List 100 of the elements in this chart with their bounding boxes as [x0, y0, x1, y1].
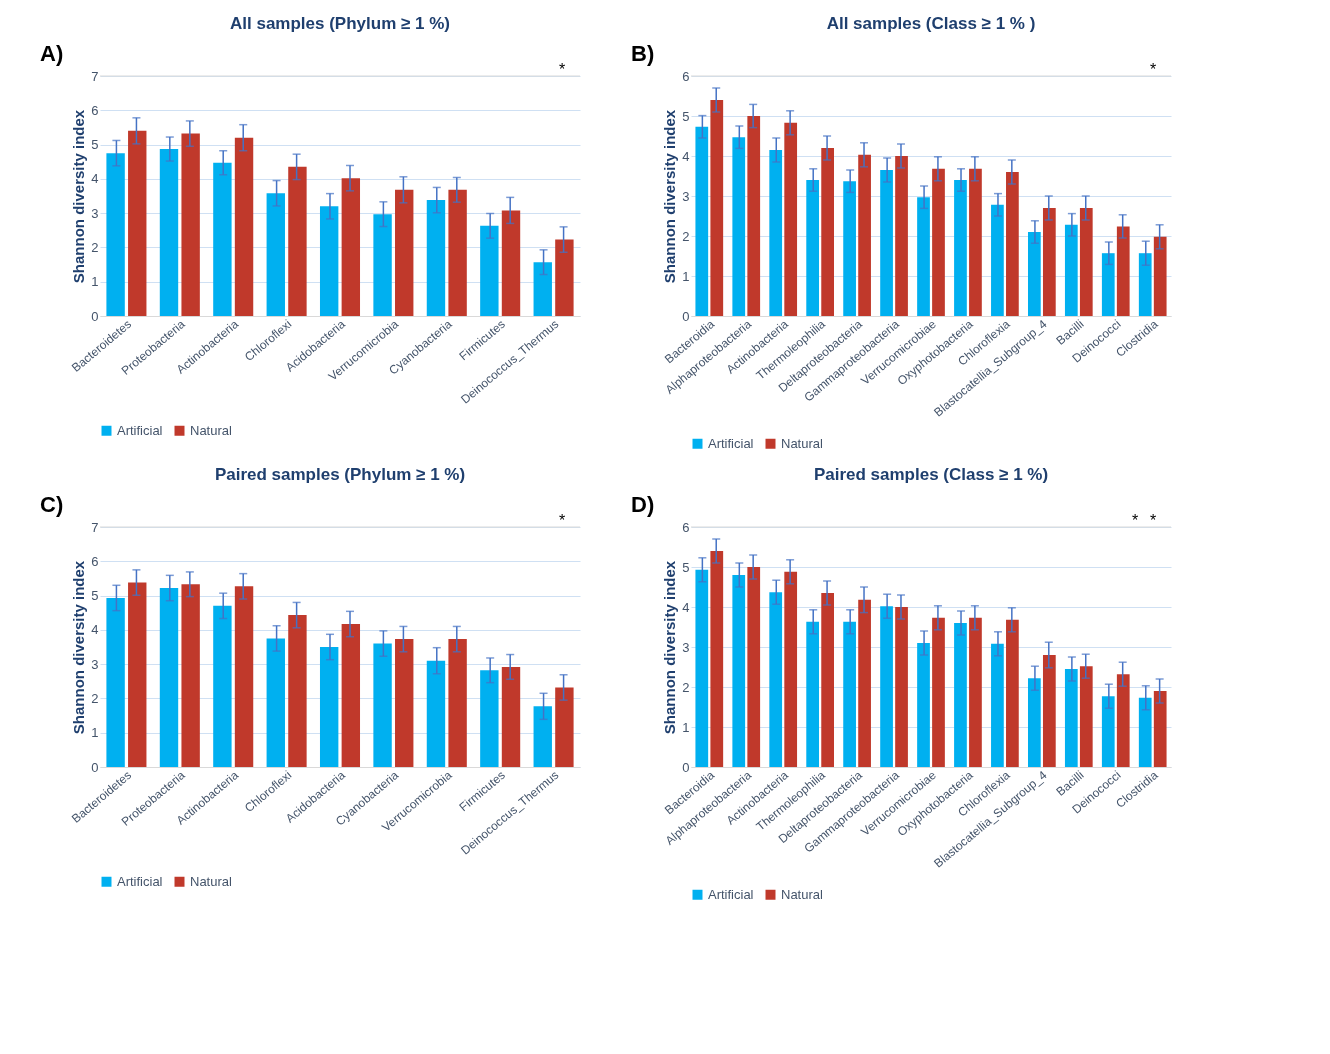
chart-title: Paired samples (Class ≥ 1 %): [813, 465, 1049, 484]
bar: [1028, 678, 1041, 767]
legend-label: Artificial: [117, 422, 163, 438]
bar: [747, 567, 761, 767]
bar: [895, 156, 908, 316]
text: C): [40, 492, 64, 517]
bar: [288, 166, 307, 316]
annotation: *: [1131, 512, 1139, 529]
legend-label: Natural: [190, 422, 233, 438]
annotation: *: [558, 512, 566, 529]
bar: [806, 180, 820, 316]
bar: [1079, 208, 1093, 316]
y-tick-label: 5: [91, 137, 99, 153]
bar: [480, 225, 499, 316]
bar: [769, 150, 783, 316]
bar: [695, 126, 709, 316]
annotation: *: [1149, 61, 1157, 78]
chart-title: Paired samples (Phylum ≥ 1 %): [214, 465, 466, 484]
legend-label: Natural: [781, 435, 824, 451]
y-axis-title: Shannon diversity index: [70, 560, 88, 735]
bar: [501, 666, 521, 767]
y-tick-label: 4: [91, 171, 99, 187]
bar: [843, 621, 856, 767]
y-tick-label: 6: [91, 102, 99, 118]
annotation: *: [1149, 512, 1157, 529]
bar: [769, 592, 783, 767]
y-tick-label: 0: [682, 759, 690, 775]
bar: [969, 168, 982, 316]
bar: [1153, 236, 1167, 316]
bar: [932, 168, 945, 316]
y-tick-label: 3: [682, 188, 690, 204]
y-tick-label: 1: [682, 268, 690, 284]
legend-label: Natural: [190, 873, 233, 889]
legend-label: Artificial: [708, 435, 754, 451]
bar: [266, 193, 285, 316]
y-tick-label: 3: [91, 205, 99, 221]
y-tick-label: 3: [682, 639, 690, 655]
y-tick-label: 2: [682, 679, 690, 695]
bar: [533, 706, 552, 767]
y-tick-label: 4: [91, 622, 99, 638]
y-tick-label: 7: [91, 68, 99, 84]
bar: [732, 575, 746, 767]
annotation: *: [558, 61, 566, 78]
legend-label: Artificial: [117, 873, 163, 889]
bar: [266, 638, 285, 767]
bar: [954, 623, 967, 767]
bar: [159, 588, 179, 767]
y-tick-label: 2: [682, 228, 690, 244]
y-axis-title: Shannon diversity index: [70, 109, 88, 284]
bar: [555, 687, 574, 767]
bar: [1079, 666, 1093, 767]
bar: [555, 239, 574, 316]
chart-title: All samples (Class ≥ 1 % ): [826, 14, 1036, 33]
bar: [1101, 253, 1115, 316]
bar: [1028, 232, 1041, 316]
bar: [341, 178, 361, 316]
y-tick-label: 6: [682, 68, 690, 84]
bar: [426, 200, 446, 316]
y-tick-label: 0: [91, 308, 99, 324]
bar: [319, 206, 339, 316]
bar: [1153, 691, 1167, 767]
bar: [1138, 697, 1152, 767]
bar: [858, 154, 871, 316]
y-tick-label: 6: [91, 553, 99, 569]
bar: [1006, 172, 1019, 316]
bar: [448, 189, 467, 316]
legend-label: Natural: [781, 886, 824, 902]
bar: [695, 569, 709, 767]
bar: [821, 148, 834, 316]
legend-label: Artificial: [708, 886, 754, 902]
bar: [784, 122, 798, 316]
y-tick-label: 7: [91, 519, 99, 535]
y-tick-label: 0: [91, 759, 99, 775]
y-tick-label: 5: [682, 108, 690, 124]
bar: [181, 584, 200, 767]
bar: [969, 617, 982, 767]
bar: [1042, 208, 1056, 316]
bar: [234, 137, 254, 316]
bar: [128, 582, 147, 767]
bar: [480, 670, 499, 767]
bar: [710, 551, 724, 767]
bar: [234, 586, 254, 767]
bar: [373, 214, 392, 316]
bar: [991, 643, 1004, 767]
bar: [917, 197, 930, 316]
bar: [784, 571, 798, 767]
y-tick-label: 6: [682, 519, 690, 535]
text: B): [631, 41, 655, 66]
bar: [880, 606, 893, 767]
bar: [1138, 253, 1152, 316]
text: A): [40, 41, 64, 66]
chart-title: All samples (Phylum ≥ 1 %): [229, 14, 451, 33]
bar: [1064, 224, 1078, 316]
y-tick-label: 1: [91, 725, 99, 741]
bar: [395, 189, 414, 316]
bar: [128, 130, 147, 316]
bar: [732, 137, 746, 316]
bar: [1116, 674, 1130, 767]
bar: [843, 181, 856, 316]
bar: [747, 116, 761, 316]
